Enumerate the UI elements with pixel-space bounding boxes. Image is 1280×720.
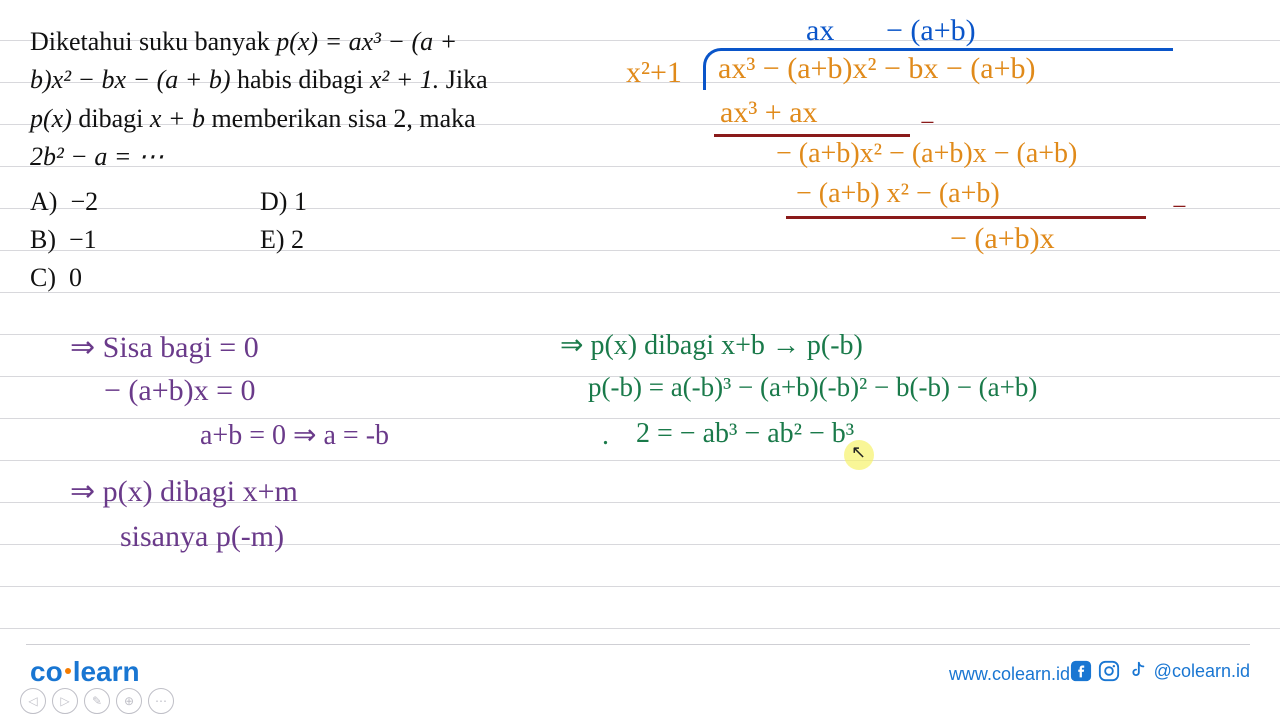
option-b: −1	[69, 225, 97, 254]
problem-line1-pre: Diketahui suku banyak	[30, 27, 276, 56]
ld-row3-minus: −	[1172, 192, 1187, 222]
player-zoom-button[interactable]: ⊕	[116, 688, 142, 714]
option-c: 0	[69, 263, 82, 292]
footer-url[interactable]: www.colearn.id	[949, 664, 1070, 685]
note-green2: p(-b) = a(-b)³ − (a+b)(-b)² − b(-b) − (a…	[588, 372, 1037, 403]
options-block: A) −2 D) 1 B) −1 E) 2 C) 0	[30, 184, 610, 297]
problem-line3b: x + b	[150, 104, 205, 133]
note-green1: ⇒ p(x) dibagi x+b → p(-b)	[560, 328, 863, 362]
tiktok-icon[interactable]	[1126, 660, 1148, 682]
footer-bar: colearn www.colearn.id @colearn.id ◁ ▷ ✎…	[0, 644, 1280, 720]
note-eq1: − (a+b)x = 0	[104, 374, 256, 408]
dividend: ax³ − (a+b)x² − bx − (a+b)	[718, 52, 1036, 86]
player-controls: ◁ ▷ ✎ ⊕ ⋯	[20, 688, 174, 714]
facebook-icon[interactable]	[1070, 660, 1092, 682]
problem-line3-mid: dibagi	[72, 104, 150, 133]
ld-line2	[786, 216, 1146, 219]
ld-row1-minus: −	[920, 108, 935, 138]
problem-line2-mid: habis dibagi	[230, 65, 369, 94]
note-eq2: a+b = 0 ⇒ a = -b	[200, 418, 389, 452]
note-dibagi: ⇒ p(x) dibagi x+m	[70, 474, 298, 509]
instagram-icon[interactable]	[1098, 660, 1120, 682]
problem-line2b: x² + 1.	[370, 65, 439, 94]
brand-logo: colearn	[30, 656, 140, 688]
cursor-pointer-icon: ↖	[851, 442, 866, 463]
social-handle[interactable]: @colearn.id	[1154, 661, 1250, 682]
player-more-button[interactable]: ⋯	[148, 688, 174, 714]
problem-text: Diketahui suku banyak p(x) = ax³ − (a + …	[30, 24, 610, 299]
problem-line4: 2b² − a = ⋯	[30, 142, 164, 171]
player-next-button[interactable]: ▷	[52, 688, 78, 714]
brand-dot-icon	[65, 668, 71, 674]
note-sisa-bagi: ⇒ Sisa bagi = 0	[70, 330, 259, 365]
option-e: 2	[291, 225, 304, 254]
ld-row1: ax³ + ax	[720, 96, 818, 130]
brand-learn: learn	[73, 656, 140, 687]
quotient-term2: − (a+b)	[886, 14, 976, 48]
ld-row3: − (a+b) x² − (a+b)	[796, 178, 1000, 210]
option-d: 1	[294, 187, 307, 216]
problem-line2a: b)x² − bx − (a + b)	[30, 65, 230, 94]
note-green3-dot: .	[602, 420, 609, 452]
problem-line2-post: Jika	[439, 65, 487, 94]
problem-line1-math: p(x) = ax³ − (a +	[276, 27, 457, 56]
footer-divider	[26, 644, 1250, 645]
ld-row4: − (a+b)x	[950, 222, 1055, 256]
divisor: x²+1	[626, 56, 682, 90]
note-sisanya: sisanya p(-m)	[120, 520, 284, 554]
ld-line1	[714, 134, 910, 137]
ld-row2: − (a+b)x² − (a+b)x − (a+b)	[776, 138, 1077, 170]
problem-line3a: p(x)	[30, 104, 72, 133]
option-a: −2	[70, 187, 98, 216]
quotient-term1: ax	[806, 14, 834, 48]
socials: @colearn.id	[1070, 660, 1250, 682]
player-pen-button[interactable]: ✎	[84, 688, 110, 714]
note-green3: 2 = − ab³ − ab² − b³	[636, 418, 854, 450]
brand-co: co	[30, 656, 63, 687]
problem-line3-post: memberikan sisa 2, maka	[205, 104, 476, 133]
player-prev-button[interactable]: ◁	[20, 688, 46, 714]
